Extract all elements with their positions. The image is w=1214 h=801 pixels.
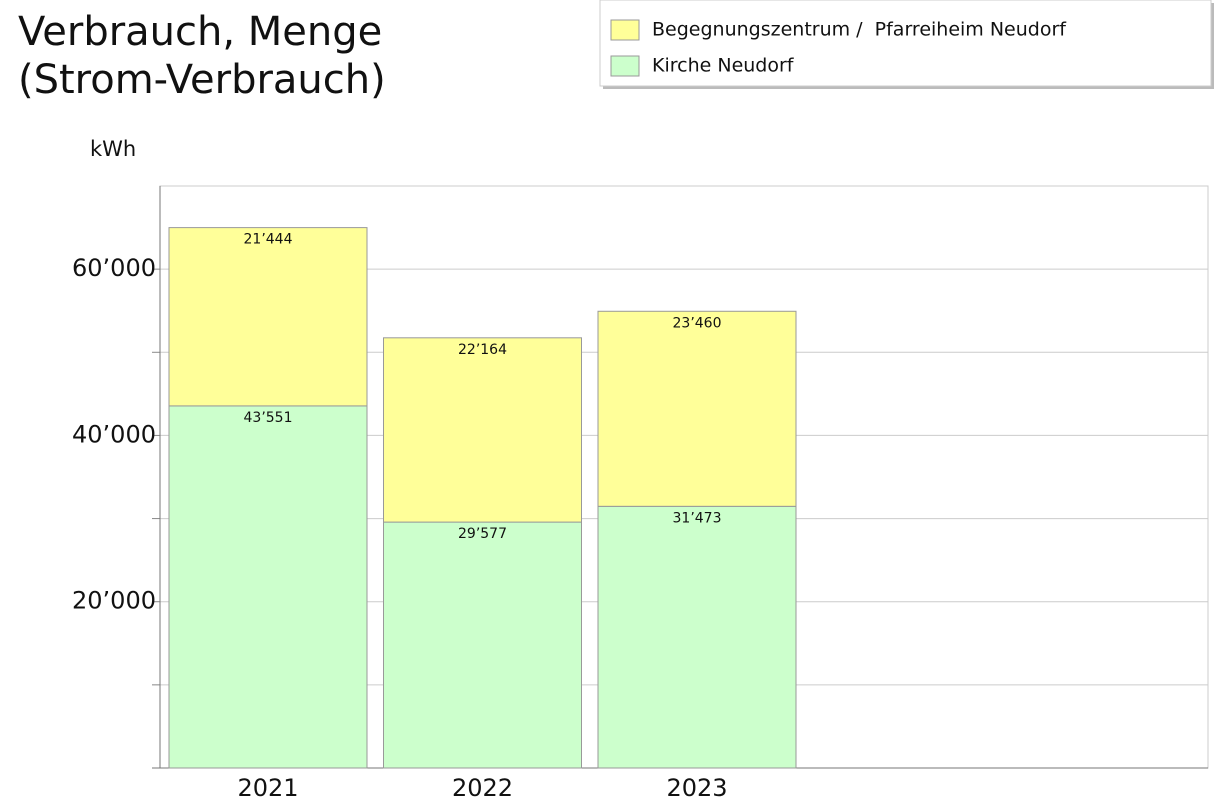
y-tick-label: 40’000	[72, 420, 156, 448]
bar-segment	[597, 310, 797, 507]
data-label: 21’444	[244, 232, 293, 248]
x-tick-label: 2023	[666, 774, 727, 801]
legend-label: Begegnungszentrum / Pfarreiheim Neudorf	[652, 19, 1067, 41]
y-axis-label: kWh	[90, 137, 136, 161]
bar-segment	[168, 405, 368, 769]
data-label: 43’551	[244, 410, 293, 426]
chart-title: (Strom-Verbrauch)	[18, 57, 386, 103]
bar-segment	[168, 227, 368, 407]
x-tick-label: 2022	[452, 774, 513, 801]
bar-segment	[383, 337, 582, 523]
legend-swatch	[610, 55, 640, 77]
chart-title: Verbrauch, Menge	[18, 9, 382, 55]
legend-swatch	[610, 19, 640, 41]
bar-segment	[597, 505, 797, 769]
legend-box	[599, 0, 1212, 87]
data-label: 29’577	[458, 526, 507, 542]
data-label: 31’473	[673, 510, 722, 526]
x-tick-label: 2021	[237, 774, 298, 801]
data-label: 23’460	[673, 315, 722, 331]
bar-segment	[383, 521, 582, 769]
y-tick-label: 60’000	[72, 254, 156, 282]
data-label: 22’164	[458, 342, 507, 358]
y-tick-label: 20’000	[72, 587, 156, 615]
legend-label: Kirche Neudorf	[652, 55, 795, 77]
